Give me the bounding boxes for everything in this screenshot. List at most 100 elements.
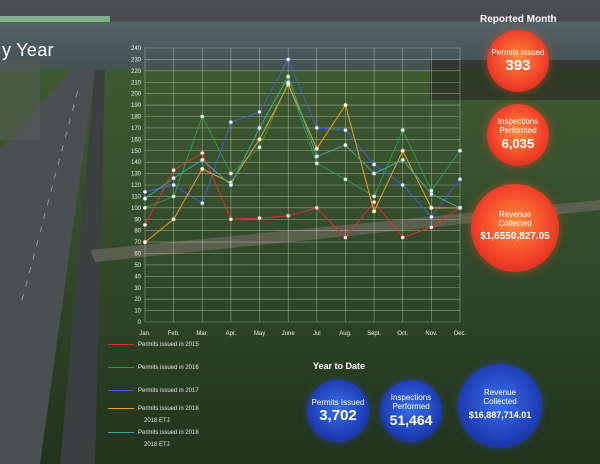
reported-revenue-circle: Revenue Collected $1,6550,827.05 xyxy=(471,184,559,272)
data-point xyxy=(314,125,319,131)
data-point xyxy=(257,145,262,150)
y-tick-label: 180 xyxy=(131,115,142,121)
y-tick-label: 10 xyxy=(134,309,141,315)
data-point xyxy=(142,222,148,228)
legend-label: Permits issued in 2016 xyxy=(138,365,199,371)
reported-permits-circle: Permits Issued 393 xyxy=(487,30,549,92)
x-tick-label: Apr. xyxy=(226,331,237,337)
data-point xyxy=(200,166,205,172)
x-tick-label: June xyxy=(282,331,296,337)
top-bar xyxy=(0,0,600,22)
data-point xyxy=(142,205,148,210)
data-point xyxy=(228,120,234,125)
y-tick-label: 170 xyxy=(131,126,142,132)
ytd-inspections-circle: Inspections Performed 51,464 xyxy=(380,380,442,442)
ytd-permits-value: 3,702 xyxy=(319,406,357,424)
series-line xyxy=(144,152,461,239)
x-tick-label: Jul xyxy=(313,331,321,337)
data-point xyxy=(171,182,176,188)
reported-permits-label: Permits Issued xyxy=(491,47,545,57)
legend-label: 2018 ETJ xyxy=(144,418,170,424)
accent-line xyxy=(0,16,110,22)
x-tick-label: Dec. xyxy=(454,331,467,337)
ytd-inspections-label: Inspections Performed xyxy=(390,393,432,411)
data-point xyxy=(371,200,377,205)
y-tick-label: 190 xyxy=(131,103,142,109)
legend-label: Permits issued in 2017 xyxy=(138,388,199,394)
data-point xyxy=(343,177,348,182)
series-line xyxy=(144,75,461,209)
reported-revenue-value: $1,6550,827.05 xyxy=(480,231,550,242)
data-point xyxy=(429,214,434,220)
y-tick-label: 80 xyxy=(134,229,141,235)
ytd-permits-circle: Permits Issued 3,702 xyxy=(307,380,369,442)
data-point xyxy=(457,205,463,210)
data-point xyxy=(257,109,262,115)
data-point xyxy=(142,189,148,194)
data-point xyxy=(371,209,377,214)
reported-revenue-label: Revenue Collected xyxy=(498,210,532,228)
legend-item: Permits issued in 2018 xyxy=(108,406,199,412)
legend-label: Permits issued in 2015 xyxy=(138,342,199,348)
y-tick-label: 200 xyxy=(131,92,142,98)
legend-swatch xyxy=(108,431,134,433)
x-tick-label: Feb. xyxy=(168,331,180,337)
data-point xyxy=(257,137,262,142)
ytd-revenue-circle: Revenue Collected $16,887,714.01 xyxy=(458,364,542,448)
x-tick-label: Oct. xyxy=(397,331,408,337)
reported-inspections-value: 6,035 xyxy=(501,136,535,151)
data-point xyxy=(228,171,234,176)
data-point xyxy=(228,217,234,222)
legend-swatch xyxy=(108,407,134,409)
data-point xyxy=(228,182,234,188)
y-tick-label: 100 xyxy=(131,206,142,212)
legend-swatch xyxy=(108,366,134,368)
data-point xyxy=(371,171,377,176)
data-point xyxy=(400,182,405,188)
legend-item: Permits issued in 2017 xyxy=(108,388,199,394)
x-tick-label: Sept. xyxy=(367,331,381,337)
ytd-revenue-value: $16,887,714.01 xyxy=(468,410,532,420)
x-tick-label: Jan. xyxy=(139,331,151,337)
data-point xyxy=(171,217,176,222)
y-tick-label: 50 xyxy=(134,263,141,269)
data-point xyxy=(286,82,291,87)
ytd-revenue-label: Revenue Collected xyxy=(483,388,517,406)
data-point xyxy=(371,162,377,167)
y-tick-label: 60 xyxy=(134,252,141,258)
y-tick-label: 40 xyxy=(134,274,141,280)
y-tick-label: 110 xyxy=(131,194,141,200)
y-tick-label: 220 xyxy=(131,69,142,75)
y-tick-label: 20 xyxy=(134,297,141,303)
data-point xyxy=(142,196,148,201)
data-point xyxy=(314,161,319,166)
legend-item: 2018 ETJ xyxy=(140,418,178,424)
y-tick-label: 230 xyxy=(131,57,142,63)
data-point xyxy=(429,225,434,230)
legend-label: Permits issued in 2018 xyxy=(138,430,199,436)
x-tick-label: Mar. xyxy=(196,331,208,337)
data-point xyxy=(257,216,262,221)
data-point xyxy=(314,146,319,151)
page-title: y Year xyxy=(2,40,54,60)
data-point xyxy=(286,57,291,62)
reported-month-title: Reported Month xyxy=(480,14,557,25)
legend-item: 2018 ETJ xyxy=(140,442,178,448)
data-point xyxy=(200,201,205,206)
legend-label: 2018 ETJ xyxy=(144,442,170,448)
x-tick-label: May xyxy=(254,331,265,337)
data-point xyxy=(171,168,176,173)
legend-label: Permits issued in 2018 xyxy=(138,406,199,412)
legend-swatch xyxy=(108,343,134,345)
x-tick-label: Nov. xyxy=(425,331,437,337)
ytd-inspections-value: 51,464 xyxy=(389,412,433,428)
y-tick-label: 130 xyxy=(131,172,142,178)
reported-permits-value: 393 xyxy=(505,56,531,74)
data-point xyxy=(200,114,205,119)
series-line xyxy=(144,58,461,218)
legend-swatch xyxy=(108,389,134,391)
data-point xyxy=(200,150,205,156)
data-point xyxy=(142,239,148,245)
series-line xyxy=(144,83,460,243)
data-point xyxy=(286,74,291,79)
